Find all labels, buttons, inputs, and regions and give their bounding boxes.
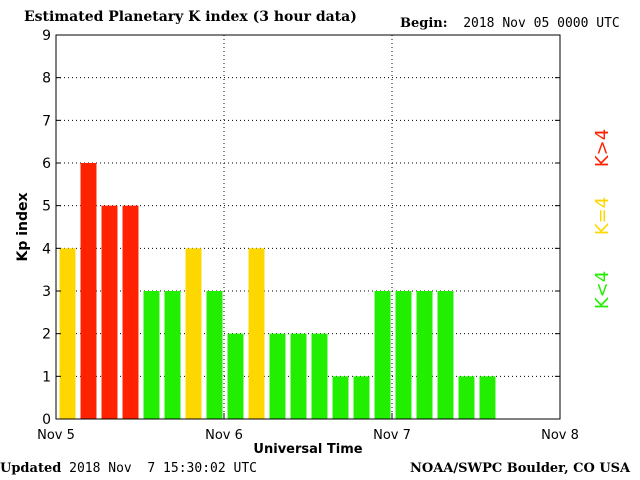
y-tick-label: 6 (42, 156, 51, 172)
kp-bar (248, 248, 265, 419)
begin-label: Begin: (400, 16, 448, 31)
legend-low: K<4 (592, 271, 613, 309)
kp-bar (59, 248, 76, 419)
y-tick-label: 4 (42, 241, 51, 257)
kp-bar (311, 333, 328, 419)
kp-bar (290, 333, 307, 419)
updated-value: 2018 Nov 7 15:30:02 UTC (69, 461, 257, 476)
kp-bar (458, 376, 475, 419)
kp-bar (227, 333, 244, 419)
credit-line: NOAA/SWPC Boulder, CO USA (410, 461, 631, 476)
x-tick-labels: Nov 5 Nov 6 Nov 7 Nov 8 (37, 413, 579, 443)
y-tick-label: 0 (42, 412, 51, 428)
kp-bar (353, 376, 370, 419)
kp-bar (143, 291, 160, 419)
kp-bar (416, 291, 433, 419)
x-tick-label: Nov 5 (37, 428, 75, 443)
plot-frame (55, 34, 561, 420)
updated-time: Updated 2018 Nov 7 15:30:02 UTC (0, 461, 257, 476)
x-tick-label: Nov 8 (541, 428, 579, 443)
y-tick-label: 3 (42, 284, 51, 300)
begin-value: 2018 Nov 05 0000 UTC (463, 16, 620, 31)
updated-label: Updated (0, 461, 62, 476)
y-tick-label: 5 (42, 199, 51, 215)
y-tick-label: 1 (42, 369, 51, 385)
y-tick-label: 2 (42, 327, 51, 343)
y-tick-label: 9 (42, 28, 51, 44)
kp-bar (269, 333, 286, 419)
kp-bar (164, 291, 181, 419)
begin-time: Begin: 2018 Nov 05 0000 UTC (400, 16, 620, 31)
x-tick-label: Nov 6 (205, 428, 243, 443)
kp-bars (59, 163, 496, 419)
legend-mid: K=4 (592, 197, 613, 235)
y-axis-label: Kp index (15, 192, 31, 261)
kp-bar (374, 291, 391, 419)
kp-bar (122, 205, 139, 419)
x-axis-label: Universal Time (253, 442, 362, 457)
legend-high: K>4 (592, 129, 613, 167)
kp-bar (395, 291, 412, 419)
kp-bar (80, 163, 97, 419)
y-tick-label: 7 (42, 113, 51, 129)
kp-bar (206, 291, 223, 419)
y-tick-label: 8 (42, 71, 51, 87)
chart-title: Estimated Planetary K index (3 hour data… (24, 9, 357, 25)
y-tick-labels: 0 1 2 3 4 5 6 7 8 9 (42, 28, 560, 428)
kp-bar (101, 205, 118, 419)
kp-bar (332, 376, 349, 419)
x-tick-label: Nov 7 (373, 428, 411, 443)
kp-bar (185, 248, 202, 419)
kp-bar (479, 376, 496, 419)
kp-bar (437, 291, 454, 419)
grid-lines (56, 35, 560, 419)
